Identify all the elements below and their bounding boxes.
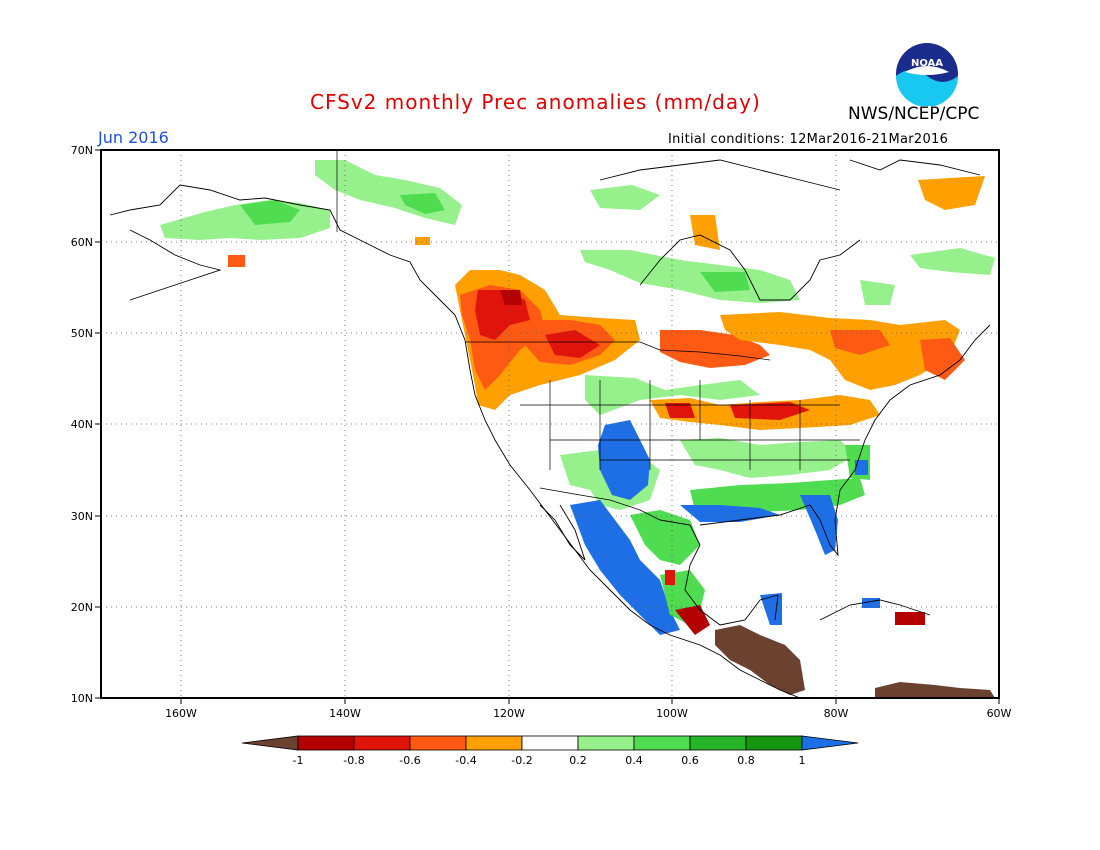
colorbar-segment bbox=[689, 735, 747, 751]
colorbar-label: 0.8 bbox=[737, 754, 755, 767]
lat-label: 70N bbox=[71, 144, 93, 157]
colorbar-label: -0.4 bbox=[455, 754, 476, 767]
lon-label: 160W bbox=[165, 707, 197, 720]
colorbar-segment bbox=[353, 735, 411, 751]
central-america-dry-region bbox=[715, 625, 805, 695]
coastlines bbox=[109, 159, 991, 699]
colorbar-left-arrow bbox=[241, 735, 299, 751]
axis-ticks bbox=[95, 149, 1000, 704]
lat-label: 30N bbox=[71, 510, 93, 523]
colorbar-segment bbox=[409, 735, 467, 751]
colorbar-label: 0.2 bbox=[569, 754, 587, 767]
agency-label: NWS/NCEP/CPC bbox=[848, 104, 980, 124]
initial-conditions: Initial conditions: 12Mar2016-21Mar2016 bbox=[668, 132, 949, 147]
colorbar: -1 -0.8 -0.6 -0.4 -0.2 0.2 0.4 0.6 0.8 1 bbox=[241, 735, 859, 767]
lat-label: 60N bbox=[71, 236, 93, 249]
colorbar-segment bbox=[465, 735, 523, 751]
lon-label: 140W bbox=[329, 707, 361, 720]
lat-label: 40N bbox=[71, 418, 93, 431]
noaa-logo-icon: NOAA bbox=[896, 43, 958, 106]
colorbar-label: 0.4 bbox=[625, 754, 643, 767]
colorbar-segment bbox=[521, 735, 579, 751]
lon-label: 100W bbox=[656, 707, 688, 720]
colorbar-label: -1 bbox=[293, 754, 304, 767]
lon-label: 60W bbox=[987, 707, 1012, 720]
labrador-dry-region bbox=[918, 176, 985, 210]
colorbar-label: -0.8 bbox=[343, 754, 364, 767]
colorbar-label: 0.6 bbox=[681, 754, 699, 767]
lon-label: 120W bbox=[493, 707, 525, 720]
map-title: CFSv2 monthly Prec anomalies (mm/day) bbox=[310, 90, 761, 114]
forecast-month: Jun 2016 bbox=[98, 128, 169, 147]
political-borders bbox=[336, 150, 860, 521]
longitude-labels: 160W 140W 120W 100W 80W 60W bbox=[165, 707, 1011, 720]
colorbar-label: -0.6 bbox=[399, 754, 420, 767]
west-mexico-wet-region bbox=[570, 500, 680, 635]
lon-label: 80W bbox=[824, 707, 849, 720]
eastern-canada-dry-region bbox=[720, 312, 960, 390]
colorbar-segment bbox=[633, 735, 691, 751]
lat-label: 50N bbox=[71, 327, 93, 340]
colorbar-right-arrow bbox=[801, 735, 859, 751]
lat-label: 20N bbox=[71, 601, 93, 614]
logo-text: NOAA bbox=[911, 58, 943, 69]
lat-label: 10N bbox=[71, 692, 93, 705]
colorbar-segment bbox=[577, 735, 635, 751]
florida-wet-region bbox=[800, 495, 838, 555]
colorbar-segment bbox=[297, 735, 355, 751]
latitude-labels: 70N 60N 50N 40N 30N 20N 10N bbox=[71, 144, 93, 705]
colorbar-label: 1 bbox=[799, 754, 806, 767]
colorbar-label: -0.2 bbox=[511, 754, 532, 767]
colorbar-segment bbox=[745, 735, 803, 751]
